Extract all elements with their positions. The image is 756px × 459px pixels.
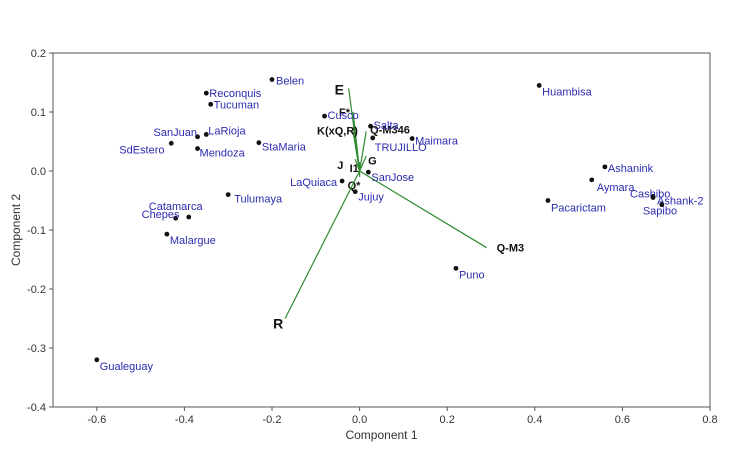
loading-label: E xyxy=(335,81,344,97)
point-label: SanJose xyxy=(371,172,414,184)
data-point xyxy=(368,123,373,129)
point-label: Tulumaya xyxy=(234,194,283,206)
point-label: Cashibo xyxy=(630,188,670,200)
point-label: Tucuman xyxy=(214,99,259,111)
x-tick-label: 0.6 xyxy=(615,414,630,426)
point-label: StaMaria xyxy=(262,142,307,154)
loading-vector xyxy=(354,158,361,172)
axis-ticks: -0.6 -0.4 -0.2 0.0 0.2 0.4 0.6 0.8 -0.4 -0.3 -0.2 -… xyxy=(27,48,718,426)
x-tick-label: 0.8 xyxy=(702,414,717,426)
point-label: Cusco xyxy=(328,110,359,122)
data-point xyxy=(173,215,179,221)
point-label: Chepes xyxy=(142,209,180,221)
data-point xyxy=(203,90,209,96)
loading-label: G xyxy=(368,155,377,167)
point-label: Maimara xyxy=(415,136,459,148)
loading-label: K(xQ,R) xyxy=(317,125,358,137)
y-axis-title: Component 2 xyxy=(9,194,23,266)
loading-vector xyxy=(284,170,361,319)
point-label: Sapibo xyxy=(643,206,677,218)
data-point xyxy=(545,198,551,203)
point-label: Ashanink xyxy=(608,163,654,175)
point-label: LaRioja xyxy=(208,125,246,137)
data-point xyxy=(195,134,200,140)
data-point xyxy=(365,169,371,175)
data-point xyxy=(208,101,214,107)
point-label: SanJuan xyxy=(154,127,197,139)
loading-vector xyxy=(352,131,361,172)
data-point xyxy=(186,214,192,220)
loading-vector xyxy=(359,131,367,172)
point-label: Puno xyxy=(459,269,485,281)
point-label: Aymara xyxy=(597,182,636,194)
data-point xyxy=(536,83,542,88)
loading-vector xyxy=(359,156,367,172)
point-label: Ashank-2 xyxy=(657,196,703,208)
y-tick-label: 0.2 xyxy=(31,48,46,60)
loading-label: Q-M346 xyxy=(370,124,410,136)
data-point xyxy=(269,77,275,82)
data-point xyxy=(339,178,345,184)
data-point xyxy=(352,189,358,195)
data-point xyxy=(195,146,200,151)
point-label: TRUJILLO xyxy=(375,142,427,154)
plot-area xyxy=(52,52,711,408)
y-tick-label: 0.1 xyxy=(31,107,46,119)
point-label: Reconquis xyxy=(209,88,261,100)
point-label: Salta xyxy=(374,120,400,132)
x-tick-label: 0.0 xyxy=(352,414,367,426)
point-label: Gualeguay xyxy=(100,361,154,373)
loading-label: Q-M3 xyxy=(497,243,525,255)
y-tick-label: -0.1 xyxy=(27,225,46,237)
data-point xyxy=(94,357,100,363)
point-label: LaQuiaca xyxy=(290,177,338,189)
data-point xyxy=(225,192,231,198)
point-label: Pacarictam xyxy=(551,203,606,215)
point-label: Huambisa xyxy=(542,86,592,98)
data-point xyxy=(650,195,656,200)
data-point xyxy=(256,140,262,146)
y-tick-label: -0.4 xyxy=(27,402,46,414)
data-point xyxy=(602,164,608,170)
data-point xyxy=(203,132,209,137)
x-axis-title: Component 1 xyxy=(345,428,417,442)
data-point xyxy=(453,265,459,271)
point-label: Jujuy xyxy=(358,192,384,204)
data-point xyxy=(164,231,170,237)
data-point xyxy=(370,135,376,141)
loading-label: I1 xyxy=(350,163,359,175)
point-label: SdEstero xyxy=(119,144,164,156)
y-tick-label: 0.0 xyxy=(31,166,46,178)
loading-label: R xyxy=(273,316,283,332)
point-label: Mendoza xyxy=(200,148,246,160)
loading-label: J xyxy=(337,160,343,172)
data-point xyxy=(409,136,415,141)
data-point xyxy=(168,140,174,146)
data-point xyxy=(589,177,595,183)
x-tick-label: -0.4 xyxy=(175,414,194,426)
data-point xyxy=(322,113,327,119)
loading-label: F* xyxy=(339,107,351,119)
data-point xyxy=(659,202,665,208)
y-tick-label: -0.2 xyxy=(27,284,46,296)
point-label: Malargue xyxy=(170,235,216,247)
x-tick-label: -0.2 xyxy=(263,414,282,426)
x-tick-label: -0.6 xyxy=(87,414,106,426)
x-tick-label: 0.2 xyxy=(440,414,455,426)
point-label: Belen xyxy=(276,76,304,88)
point-label: Catamarca xyxy=(149,201,204,213)
y-tick-label: -0.3 xyxy=(27,343,46,355)
x-tick-label: 0.4 xyxy=(527,414,542,426)
loading-vector xyxy=(359,170,487,249)
